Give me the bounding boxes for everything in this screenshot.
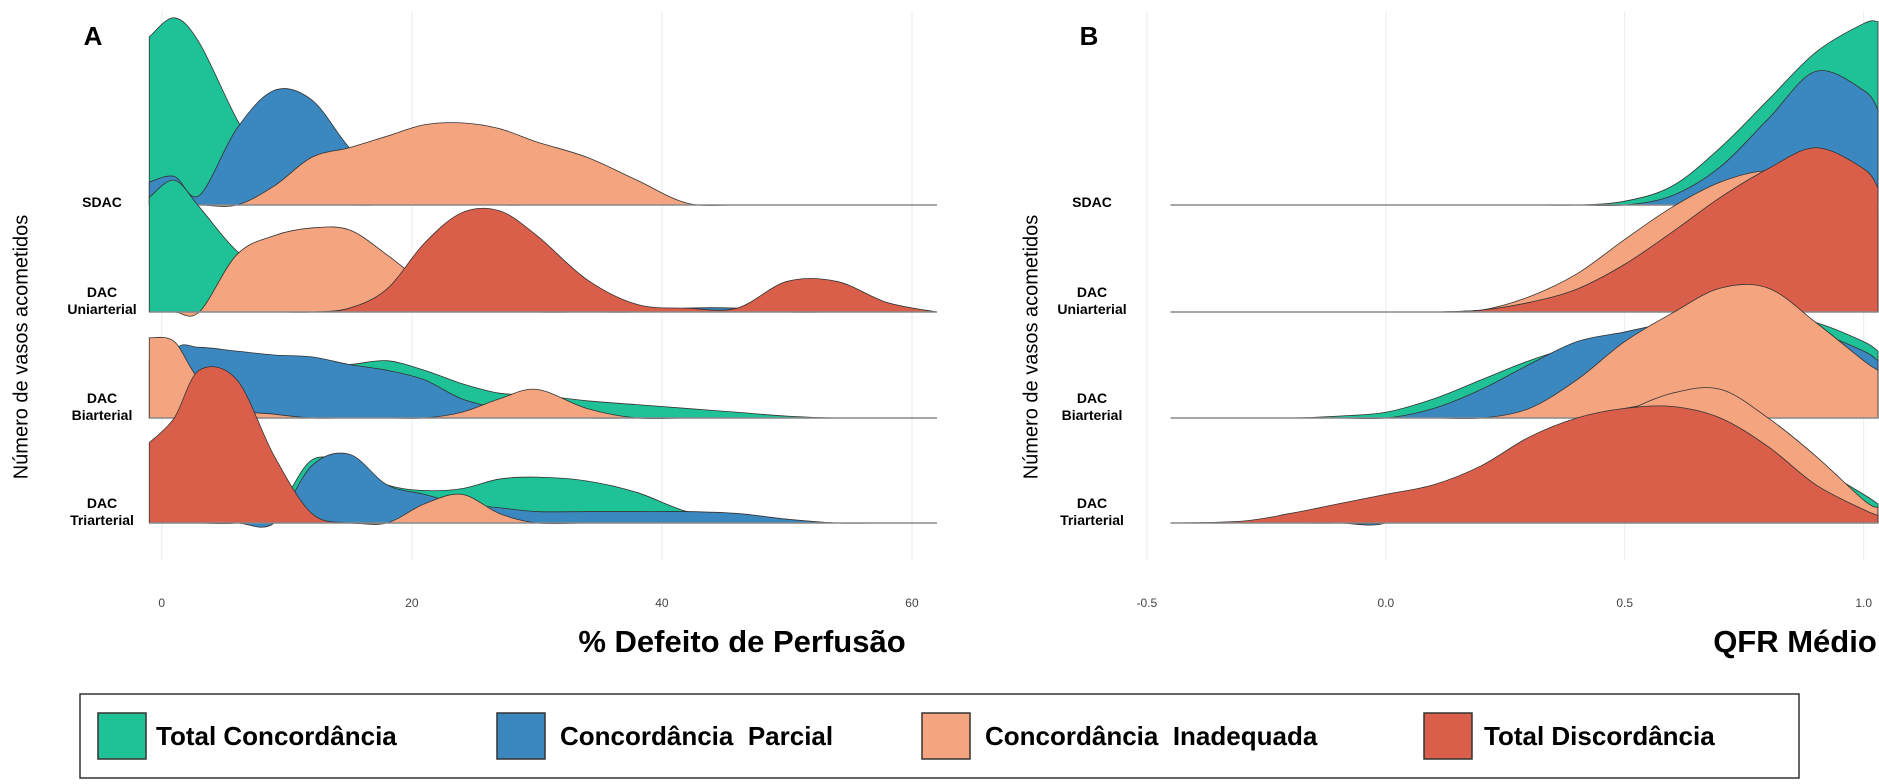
legend-swatch <box>496 712 546 760</box>
group-label-line: Uniarterial <box>67 301 136 317</box>
group-label-line: Biarterial <box>1062 407 1123 423</box>
group-label: SDAC <box>1072 194 1112 210</box>
panel-title: A <box>84 21 103 51</box>
legend-swatch <box>97 712 147 760</box>
legend-label: Total Concordância <box>156 721 397 751</box>
density-area <box>1170 405 1879 524</box>
group-label: DAC Triarterial <box>1060 495 1124 528</box>
group-label-line: Triarterial <box>70 512 134 528</box>
group-label-line: SDAC <box>82 194 122 210</box>
x-axis-title: % Defeito de Perfusão <box>578 624 905 659</box>
x-tick-label: 40 <box>655 596 669 610</box>
x-axis-title: QFR Médio <box>1713 624 1877 659</box>
legend-swatch <box>921 712 971 760</box>
legend-label: Total Discordância <box>1484 721 1715 751</box>
x-tick-label: -0.5 <box>1137 596 1158 610</box>
x-tick-label: 20 <box>405 596 419 610</box>
y-axis-title: Número de vasos acometidos <box>10 215 32 480</box>
group-label-line: DAC <box>1077 495 1107 511</box>
panel-title: B <box>1080 21 1099 51</box>
group-label-line: Triarterial <box>1060 512 1124 528</box>
group-label-line: DAC <box>1077 390 1107 406</box>
group-label: DAC Uniarterial <box>1057 284 1126 317</box>
group-label-line: DAC <box>87 495 117 511</box>
legend-label: Concordância Parcial <box>560 721 833 751</box>
group-label-line: DAC <box>87 284 117 300</box>
y-axis-title: Número de vasos acometidos <box>1020 215 1042 480</box>
group-label: DAC Uniarterial <box>67 284 136 317</box>
x-tick-label: 60 <box>905 596 919 610</box>
x-tick-label: 1.0 <box>1855 596 1872 610</box>
plot-area <box>1170 20 1879 526</box>
group-label: SDAC <box>82 194 122 210</box>
group-label-line: DAC <box>1077 284 1107 300</box>
legend-box <box>79 693 1800 779</box>
x-tick-label: 0.5 <box>1616 596 1633 610</box>
group-label: DAC Biarterial <box>1062 390 1123 423</box>
legend-swatch <box>1423 712 1473 760</box>
plot-area <box>148 17 938 528</box>
legend-label: Concordância Inadequada <box>985 721 1318 751</box>
x-tick-label: 0.0 <box>1377 596 1394 610</box>
x-tick-label: 0 <box>158 596 165 610</box>
group-label-line: SDAC <box>1072 194 1112 210</box>
group-label: DAC Biarterial <box>72 390 133 423</box>
group-label-line: Uniarterial <box>1057 301 1126 317</box>
density-area <box>1170 147 1879 313</box>
group-label-line: DAC <box>87 390 117 406</box>
group-label-line: Biarterial <box>72 407 133 423</box>
group-label: DAC Triarterial <box>70 495 134 528</box>
